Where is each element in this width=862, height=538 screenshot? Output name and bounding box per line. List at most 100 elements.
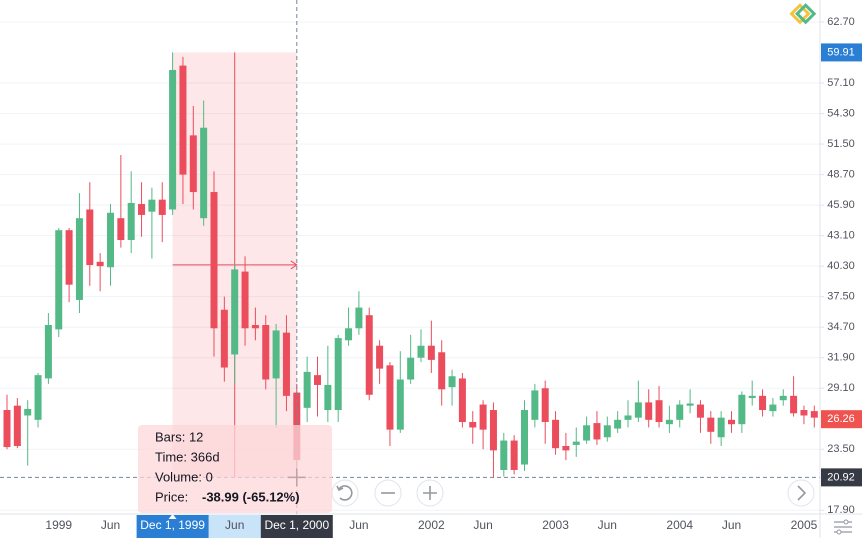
x-tick-label: Jun <box>722 518 741 532</box>
candle-body <box>117 218 125 240</box>
logo-diamond <box>789 3 811 25</box>
candle-body <box>158 199 166 215</box>
candle-body <box>448 376 456 388</box>
candle-body <box>614 419 622 429</box>
button-circle <box>787 479 815 507</box>
tooltip-text: Bars: 12 <box>155 429 203 444</box>
candle-body <box>769 404 777 412</box>
candle-body <box>521 410 528 465</box>
candle-body <box>127 202 135 240</box>
candle-body <box>355 307 363 329</box>
candle-body <box>438 352 446 390</box>
price-label: 26.26 <box>827 413 855 425</box>
candle-body <box>13 405 21 446</box>
candle-body <box>86 209 94 266</box>
y-tick-label: 37.50 <box>827 291 855 303</box>
x-tick-label: Dec 1, 2000 <box>264 518 329 532</box>
candle-body <box>65 230 73 285</box>
price-label: 59.91 <box>827 46 855 58</box>
candle-body <box>75 218 83 300</box>
x-tick-label: 2004 <box>666 518 693 532</box>
reset-icon <box>336 485 353 501</box>
candle-body <box>748 395 756 399</box>
settings-knob <box>843 519 849 525</box>
grid <box>0 21 820 511</box>
candle-body <box>655 400 663 423</box>
x-label-marker <box>168 514 177 519</box>
y-tick-label: 51.50 <box>827 138 855 150</box>
y-tick-label: 48.70 <box>827 169 855 181</box>
y-tick-label: 31.90 <box>827 352 855 364</box>
x-tick-label: Jun <box>349 518 368 532</box>
logo-diamond <box>795 3 817 25</box>
y-tick-label: 29.10 <box>827 382 855 394</box>
candle-body <box>303 371 311 408</box>
y-tick-label: 43.10 <box>827 230 855 242</box>
zoom-out-button[interactable] <box>374 479 402 507</box>
settings-button[interactable] <box>834 519 852 535</box>
arrow-icon <box>797 485 807 501</box>
candle-body <box>314 375 321 385</box>
scroll-right-button[interactable] <box>787 479 815 507</box>
candle-body <box>696 404 704 418</box>
candle-body <box>479 404 487 430</box>
x-tick-label: 1999 <box>45 518 72 532</box>
candle-body <box>169 69 177 210</box>
candle-body <box>251 325 259 329</box>
candle-body <box>179 65 187 175</box>
candle-body <box>272 330 280 379</box>
candle-body <box>365 315 373 395</box>
candle-body <box>427 345 435 360</box>
y-tick-label: 57.10 <box>827 77 855 89</box>
candle-body <box>34 375 42 420</box>
candle-body <box>810 411 818 418</box>
y-tick-label: 45.90 <box>827 199 855 211</box>
candle-body <box>189 135 197 193</box>
candle-body <box>665 419 673 425</box>
candle-body <box>44 325 52 379</box>
candle-body <box>200 127 208 219</box>
x-tick-label: Jun <box>473 518 492 532</box>
candle-body <box>572 441 580 445</box>
tooltip-text: Price: <box>155 489 188 504</box>
candle-body <box>510 440 518 470</box>
candle-body <box>686 403 694 406</box>
zoom-in-button[interactable] <box>416 479 444 507</box>
candle-body <box>645 402 653 420</box>
y-tick-label: 34.70 <box>827 321 855 333</box>
candle-body <box>676 404 684 420</box>
y-tick-label: 17.90 <box>827 504 855 516</box>
candle-body <box>552 419 560 449</box>
candle-body <box>790 395 798 414</box>
candle-body <box>800 410 808 416</box>
candle-body <box>634 402 642 418</box>
candle-body <box>541 388 549 423</box>
y-tick-label: 40.30 <box>827 260 855 272</box>
candle-body <box>231 269 239 355</box>
price-label-box <box>821 468 862 487</box>
candle-body <box>148 199 156 212</box>
candle-body <box>55 230 63 330</box>
candle-body <box>779 395 787 401</box>
candle-body <box>417 345 425 358</box>
settings-knob <box>836 529 842 535</box>
time-axis-panel <box>0 514 820 538</box>
y-tick-label: 62.70 <box>827 16 855 28</box>
candle-body <box>345 328 353 341</box>
reset-button[interactable] <box>331 479 359 507</box>
candle-body <box>458 378 466 423</box>
candle-body <box>334 338 342 411</box>
candle-body <box>759 395 767 411</box>
y-tick-label: 54.30 <box>827 107 855 119</box>
measure-tooltip <box>138 425 332 513</box>
price-label: 20.92 <box>827 471 855 483</box>
candle-body <box>96 261 104 267</box>
candle-body <box>262 325 270 380</box>
candle-body <box>407 357 415 380</box>
x-tick-label: Jun <box>101 518 120 532</box>
overlay: Bars: 12 Time: 366d Volume: 0 Price: -38.99 … <box>0 0 820 514</box>
candle-body <box>3 410 11 448</box>
candle-body <box>24 408 32 416</box>
candle-body <box>210 192 218 329</box>
price-label-box <box>821 410 862 429</box>
